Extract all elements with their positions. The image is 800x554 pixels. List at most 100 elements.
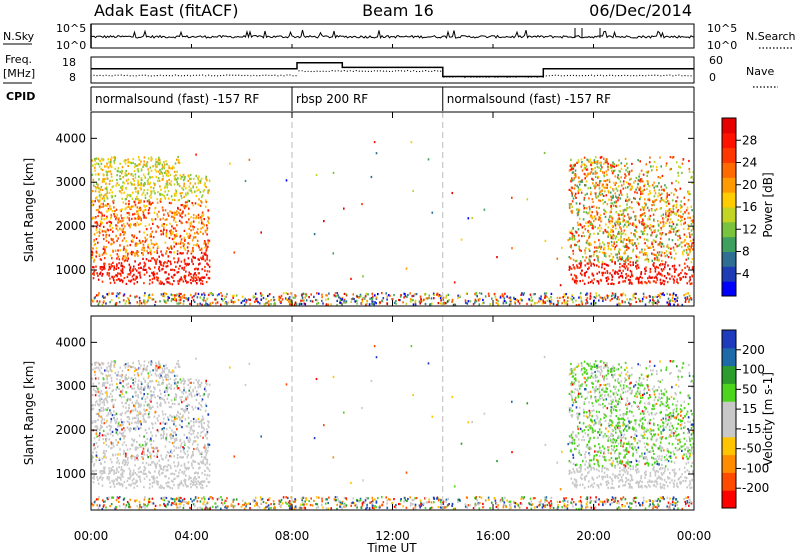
velocity-cell: [189, 483, 192, 486]
power-cell: [442, 296, 445, 299]
power-cell: [189, 182, 192, 185]
power-cell: [145, 258, 148, 261]
power-cell: [137, 213, 139, 216]
power-cell: [656, 256, 658, 259]
power-cell: [206, 179, 208, 182]
power-cell: [167, 299, 169, 302]
power-cell: [608, 198, 610, 201]
nave-point: [690, 75, 692, 77]
power-cell: [609, 191, 612, 194]
velocity-cell: [186, 409, 188, 412]
power-cell: [190, 273, 192, 276]
power-cell: [177, 280, 179, 283]
power-cell: [579, 202, 581, 205]
power-cell: [173, 183, 176, 186]
power-cell: [618, 298, 620, 301]
power-cell: [645, 252, 648, 255]
power-cell: [104, 248, 106, 251]
velocity-cell: [153, 462, 156, 465]
velocity-cell: [190, 477, 192, 480]
velocity-cell: [100, 427, 102, 430]
power-cell: [138, 200, 141, 203]
power-cell: [588, 261, 591, 264]
power-cell: [631, 242, 634, 245]
velocity-cell: [150, 397, 152, 400]
power-cell: [448, 299, 450, 302]
power-cell: [195, 282, 198, 285]
power-cell: [192, 213, 195, 217]
power-cell: [601, 260, 604, 264]
velocity-cell: [104, 391, 107, 394]
power-cell: [181, 295, 184, 298]
power-cell: [687, 199, 690, 202]
nave-point: [536, 76, 538, 78]
power-cell: [303, 292, 305, 295]
power-cell: [140, 241, 143, 244]
power-cell: [106, 215, 108, 218]
power-cell: [658, 271, 660, 274]
velocity-cell: [182, 449, 185, 452]
power-cell: [157, 215, 159, 218]
nave-point: [672, 75, 674, 77]
power-cell: [669, 218, 672, 221]
power-cell: [187, 249, 189, 253]
power-cell: [123, 245, 125, 248]
velocity-cell: [169, 426, 171, 429]
power-cell: [582, 218, 585, 221]
velocity-cell: [203, 422, 205, 425]
power-cell: [96, 196, 98, 199]
power-cell: [98, 292, 100, 295]
power-cell: [159, 280, 162, 283]
power-cell: [92, 199, 94, 203]
velocity-cell: [156, 476, 158, 479]
velocity-cell: [103, 434, 106, 437]
power-cell: [203, 299, 205, 302]
power-cell: [626, 195, 629, 198]
power-cell: [98, 211, 100, 214]
power-cell: [133, 183, 136, 186]
power-cell: [354, 300, 356, 303]
velocity-cell: [183, 464, 186, 467]
power-cell: [179, 214, 182, 217]
nave-point: [162, 75, 164, 77]
nave-point: [633, 75, 635, 77]
power-cell: [578, 262, 581, 265]
power-cell: [118, 183, 120, 186]
power-cell: [585, 211, 588, 214]
power-cell: [648, 216, 651, 219]
power-cell: [97, 186, 100, 189]
power-cell: [140, 182, 143, 185]
power-cell: [143, 268, 146, 271]
power-cell: [102, 225, 105, 228]
velocity-cell: [148, 387, 151, 390]
velocity-cell: [197, 432, 199, 435]
power-cell: [577, 211, 580, 214]
power-cell: [624, 164, 626, 167]
power-cell: [598, 182, 601, 185]
power-cell: [187, 257, 190, 260]
power-cell: [142, 253, 144, 256]
power-cell: [197, 292, 200, 295]
velocity-cell: [134, 377, 137, 380]
velocity-cell: [125, 486, 128, 489]
power-cell: [308, 296, 310, 299]
power-cell: [176, 235, 178, 238]
power-cell: [624, 301, 626, 304]
power-cell: [160, 198, 162, 201]
power-cell: [581, 226, 584, 229]
power-cell: [321, 293, 323, 296]
power-cell: [123, 182, 125, 185]
power-cell: [122, 219, 124, 222]
power-cell: [169, 210, 171, 213]
power-cell: [689, 216, 691, 219]
velocity-cell: [192, 408, 195, 411]
power-cell: [203, 224, 206, 227]
power-cell: [252, 296, 255, 299]
power-cell: [624, 252, 626, 255]
velocity-cell: [120, 390, 122, 393]
power-cell: [647, 198, 649, 201]
velocity-cell: [168, 440, 171, 444]
power-cell: [651, 204, 653, 207]
power-cell: [181, 222, 183, 225]
power-cell: [135, 275, 138, 278]
